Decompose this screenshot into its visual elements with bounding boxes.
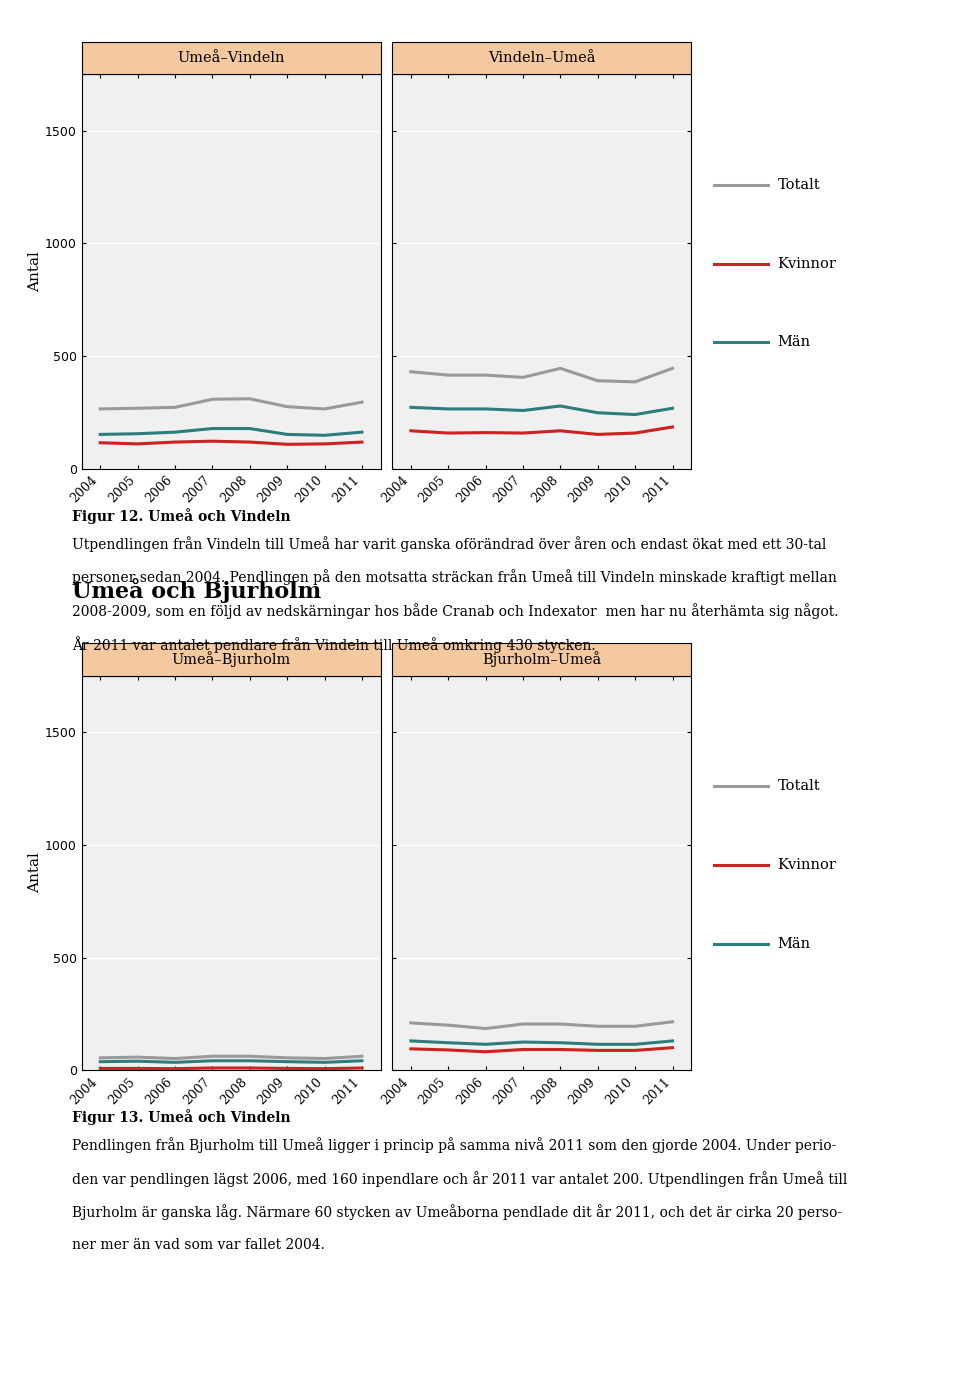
Text: Vindeln–Umeå: Vindeln–Umeå: [488, 50, 595, 64]
Text: Totalt: Totalt: [778, 779, 820, 793]
Text: Bjurholm–Umeå: Bjurholm–Umeå: [482, 652, 601, 667]
Text: Män: Män: [778, 937, 811, 951]
Bar: [393, 644, 691, 676]
Text: Män: Män: [778, 336, 811, 350]
Bar: [393, 42, 691, 74]
Text: Totalt: Totalt: [778, 178, 820, 192]
Text: 2008-2009, som en följd av nedskärningar hos både Cranab och Indexator  men har : 2008-2009, som en följd av nedskärningar…: [72, 603, 838, 618]
Bar: [82, 644, 380, 676]
Bar: [82, 42, 380, 74]
Text: Bjurholm är ganska låg. Närmare 60 stycken av Umeåborna pendlade dit år 2011, oc: Bjurholm är ganska låg. Närmare 60 styck…: [72, 1205, 842, 1220]
Text: Kvinnor: Kvinnor: [778, 858, 836, 872]
Text: personer sedan 2004. Pendlingen på den motsatta sträckan från Umeå till Vindeln : personer sedan 2004. Pendlingen på den m…: [72, 569, 837, 585]
Text: Umeå och Bjurholm: Umeå och Bjurholm: [72, 578, 322, 603]
Text: Figur 13. Umeå och Vindeln: Figur 13. Umeå och Vindeln: [72, 1109, 291, 1125]
Y-axis label: Antal: Antal: [28, 852, 42, 894]
Text: den var pendlingen lägst 2006, med 160 inpendlare och år 2011 var antalet 200. U: den var pendlingen lägst 2006, med 160 i…: [72, 1171, 848, 1186]
Text: Kvinnor: Kvinnor: [778, 256, 836, 270]
Text: År 2011 var antalet pendlare från Vindeln till Umeå omkring 430 stycken.: År 2011 var antalet pendlare från Vindel…: [72, 637, 595, 653]
Text: Umeå–Bjurholm: Umeå–Bjurholm: [172, 652, 291, 667]
Text: Utpendlingen från Vindeln till Umeå har varit ganska oförändrad över åren och en: Utpendlingen från Vindeln till Umeå har …: [72, 536, 827, 551]
Text: Figur 12. Umeå och Vindeln: Figur 12. Umeå och Vindeln: [72, 508, 291, 523]
Y-axis label: Antal: Antal: [28, 250, 42, 292]
Text: Umeå–Vindeln: Umeå–Vindeln: [178, 50, 285, 64]
Text: ner mer än vad som var fallet 2004.: ner mer än vad som var fallet 2004.: [72, 1238, 324, 1252]
Text: Pendlingen från Bjurholm till Umeå ligger i princip på samma nivå 2011 som den g: Pendlingen från Bjurholm till Umeå ligge…: [72, 1137, 836, 1153]
